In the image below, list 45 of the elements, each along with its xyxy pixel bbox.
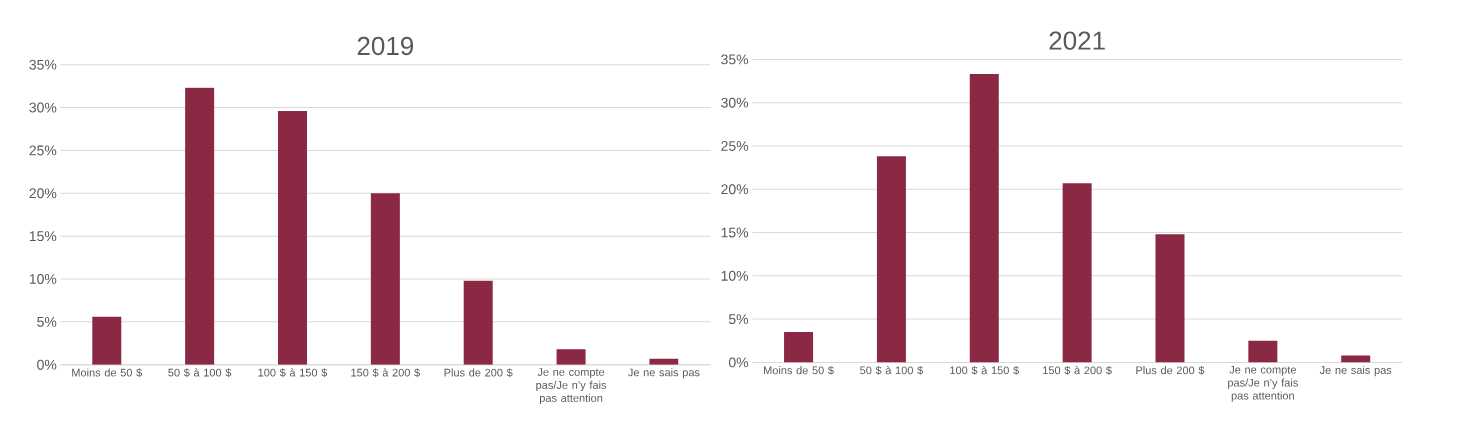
x-tick-label: Plus de 200 $ [444,368,513,378]
y-tick-label: 35% [721,54,749,65]
x-tick-label: 150 $ à 200 $ [1043,365,1112,375]
bar [92,316,122,365]
x-tick-label: 100 $ à 150 $ [258,368,328,378]
bar [370,193,400,365]
y-tick-label: 15% [721,227,749,238]
bar [876,156,906,363]
y-tick-label: 25% [721,141,749,151]
x-tick-label: Je ne compte pas/Je n’y fais pas attention [1228,365,1298,402]
x-tick-label: Moins de 50 $ [764,365,834,375]
y-tick-label: 5% [728,314,749,325]
bar [1155,234,1185,363]
y-tick-label: 15% [29,231,57,242]
x-tick-label: 50 $ à 100 $ [168,368,232,378]
x-tick-label: Moins de 50 $ [72,368,143,378]
y-tick-label: 30% [29,102,57,113]
y-tick-label: 10% [29,274,57,284]
y-tick-label: 25% [29,145,57,156]
chart-title: 2021 [1049,31,1105,50]
bar [1341,355,1371,363]
x-tick-label: Je ne compte pas/Je n’y fais pas attention [536,368,607,405]
bar [185,87,215,365]
x-tick-label: Je ne sais pas [1319,365,1392,377]
y-tick-label: 10% [721,270,749,281]
bar [278,111,307,365]
x-tick-label: 50 $ à 100 $ [860,365,924,375]
y-tick-label: 0% [37,359,57,370]
y-tick-label: 20% [721,184,749,195]
bar [1248,340,1278,363]
x-tick-label: 150 $ à 200 $ [351,368,421,378]
y-tick-label: 5% [37,316,57,327]
bar [556,349,586,365]
bar [463,280,493,365]
x-tick-label: Je ne sais pas [628,368,700,379]
y-tick-label: 20% [29,188,57,199]
x-tick-label: Plus de 200 $ [1136,365,1205,375]
bar [784,332,814,363]
x-tick-label: 100 $ à 150 $ [950,365,1019,375]
bar [969,74,999,363]
y-tick-label: 0% [728,357,749,368]
y-tick-label: 30% [721,97,749,108]
bar [1062,183,1092,363]
chart-title: 2019 [357,36,414,56]
y-tick-label: 35% [29,59,57,70]
